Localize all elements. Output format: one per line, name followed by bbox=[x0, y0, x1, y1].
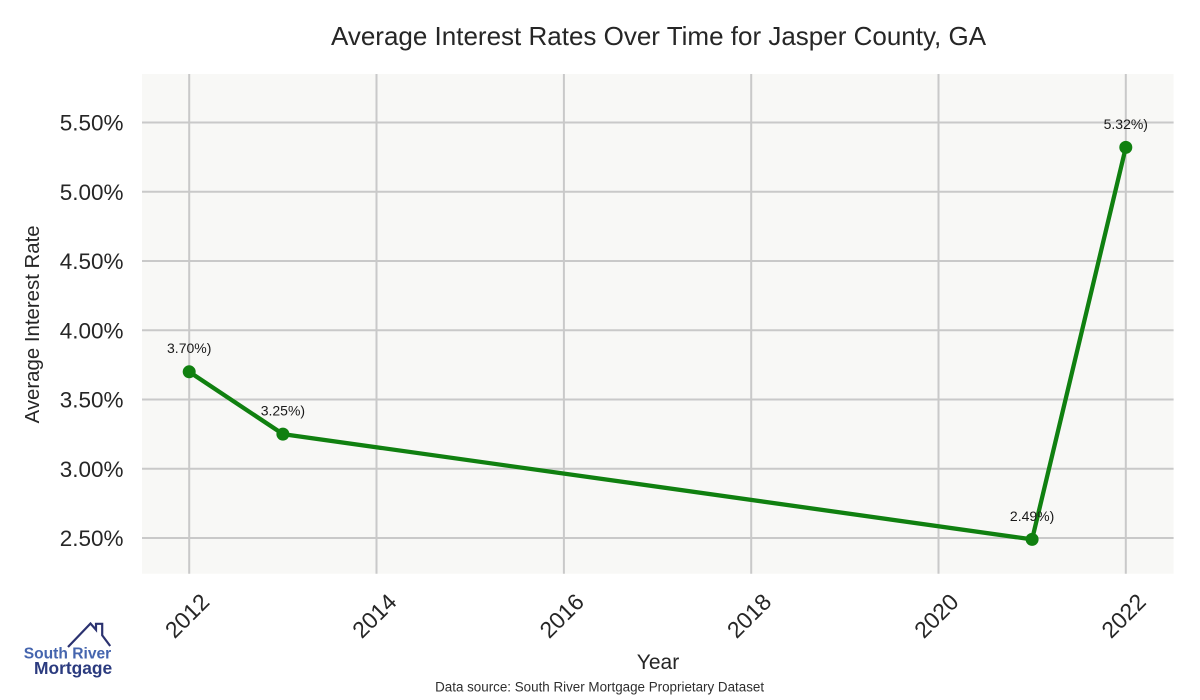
svg-text:2.49%): 2.49%) bbox=[1010, 508, 1054, 524]
svg-text:2018: 2018 bbox=[722, 589, 777, 644]
svg-text:2014: 2014 bbox=[347, 588, 402, 643]
svg-text:Average Interest Rate: Average Interest Rate bbox=[22, 225, 44, 423]
svg-text:3.25%): 3.25%) bbox=[261, 402, 305, 418]
svg-text:5.00%: 5.00% bbox=[60, 180, 124, 205]
svg-text:Data source: South River Mortg: Data source: South River Mortgage Propri… bbox=[435, 680, 764, 695]
svg-text:4.50%: 4.50% bbox=[60, 249, 124, 274]
svg-text:2016: 2016 bbox=[534, 589, 589, 644]
svg-text:2012: 2012 bbox=[160, 589, 215, 644]
svg-text:5.50%: 5.50% bbox=[60, 111, 124, 136]
svg-text:3.50%: 3.50% bbox=[60, 388, 124, 413]
svg-text:4.00%: 4.00% bbox=[60, 318, 124, 343]
svg-text:5.32%): 5.32%) bbox=[1104, 116, 1148, 132]
svg-text:Mortgage: Mortgage bbox=[34, 658, 113, 678]
svg-text:Year: Year bbox=[637, 651, 679, 674]
svg-text:3.70%): 3.70%) bbox=[167, 340, 211, 356]
svg-text:2020: 2020 bbox=[909, 589, 964, 644]
svg-text:3.00%: 3.00% bbox=[60, 457, 124, 482]
svg-text:South River: South River bbox=[24, 645, 112, 662]
svg-text:2.50%: 2.50% bbox=[60, 526, 124, 551]
svg-text:Average Interest Rates Over Ti: Average Interest Rates Over Time for Jas… bbox=[331, 21, 987, 51]
svg-text:2022: 2022 bbox=[1096, 589, 1151, 644]
